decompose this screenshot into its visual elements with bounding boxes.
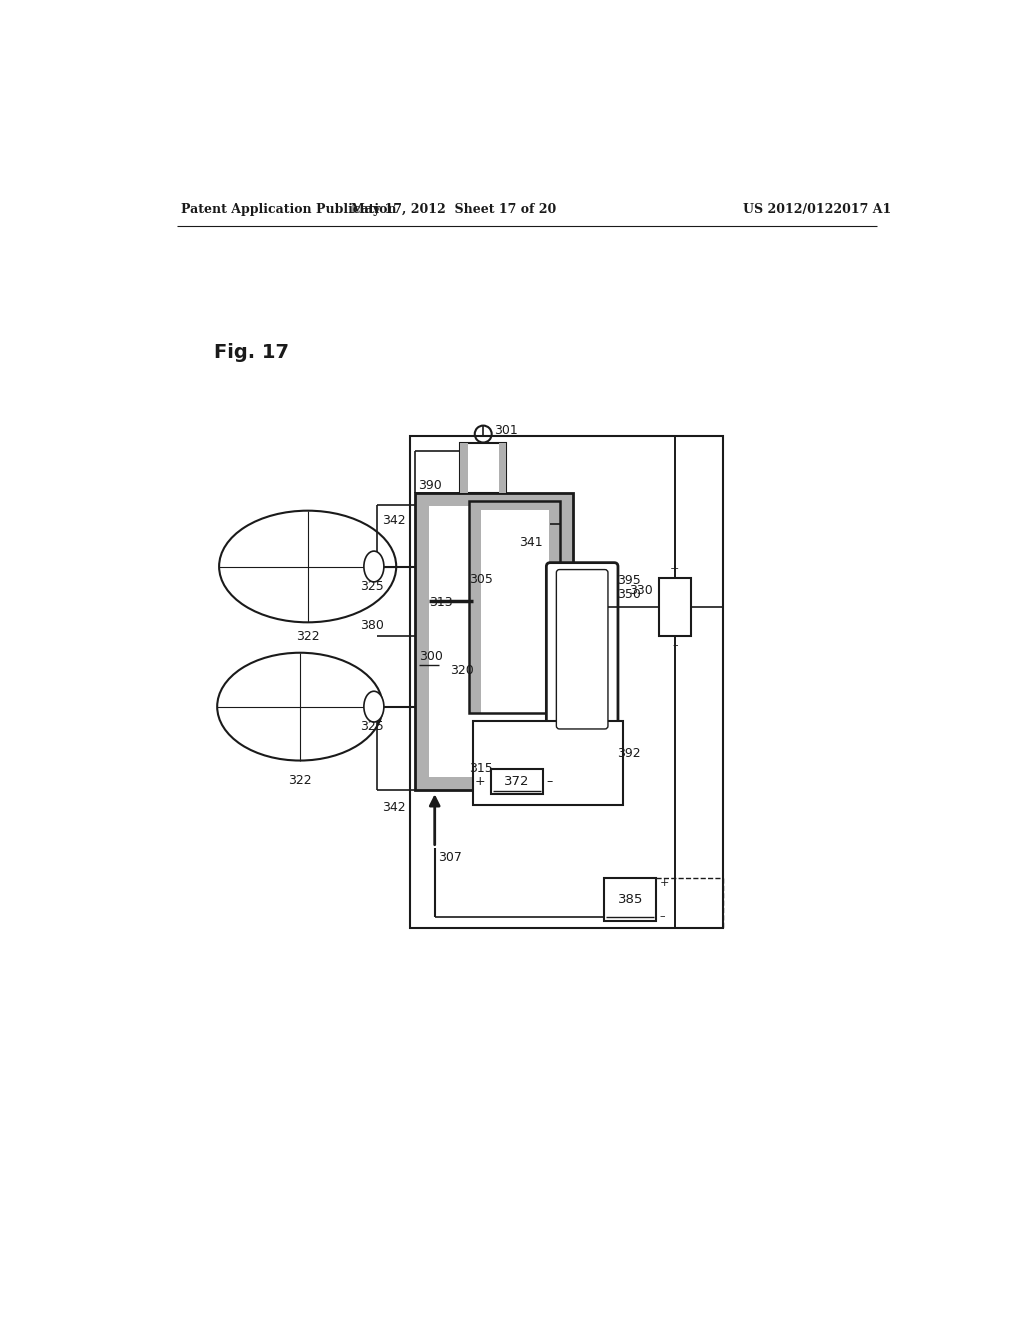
Ellipse shape	[364, 552, 384, 582]
Text: –: –	[659, 912, 666, 921]
Text: 315: 315	[469, 762, 494, 775]
Text: 342: 342	[382, 515, 406, 527]
Bar	[416, 494, 573, 789]
Ellipse shape	[219, 511, 396, 622]
Text: 395: 395	[617, 574, 641, 587]
Bar	[658, 578, 691, 636]
Text: US 2012/0122017 A1: US 2012/0122017 A1	[742, 203, 891, 216]
Text: +: +	[659, 878, 669, 887]
Bar	[460, 444, 468, 494]
Text: 372: 372	[505, 775, 529, 788]
Text: 300: 300	[419, 649, 443, 663]
Bar	[416, 494, 573, 506]
Bar	[469, 502, 481, 713]
Ellipse shape	[364, 692, 384, 722]
Text: 305: 305	[469, 573, 494, 586]
Text: 325: 325	[360, 721, 384, 734]
Text: 322: 322	[288, 775, 311, 788]
Text: 322: 322	[296, 630, 319, 643]
Text: 390: 390	[418, 479, 441, 492]
Text: 301: 301	[494, 424, 518, 437]
Bar	[416, 777, 573, 789]
Bar	[469, 502, 560, 713]
Text: –: –	[672, 640, 678, 649]
Bar	[499, 444, 506, 494]
Bar	[559, 494, 573, 789]
Text: 385: 385	[617, 894, 643, 906]
Text: 380: 380	[360, 619, 384, 632]
Text: 341: 341	[519, 536, 543, 549]
Text: May 17, 2012  Sheet 17 of 20: May 17, 2012 Sheet 17 of 20	[351, 203, 557, 216]
Text: 392: 392	[617, 747, 641, 760]
Text: 342: 342	[382, 800, 406, 813]
Text: 313: 313	[429, 595, 453, 609]
Bar	[473, 721, 624, 805]
Text: Patent Application Publication: Patent Application Publication	[180, 203, 396, 216]
Bar	[460, 444, 506, 494]
Text: 330: 330	[630, 585, 653, 597]
Text: 307: 307	[438, 851, 463, 865]
FancyBboxPatch shape	[547, 562, 617, 737]
Text: +: +	[671, 564, 680, 574]
Bar	[469, 502, 560, 511]
Text: 325: 325	[360, 581, 384, 594]
Bar	[410, 436, 724, 928]
Bar	[416, 494, 429, 789]
Bar	[490, 770, 544, 795]
Text: Fig. 17: Fig. 17	[214, 343, 289, 362]
Bar	[549, 502, 560, 713]
Ellipse shape	[217, 653, 383, 760]
Bar	[604, 878, 656, 921]
Text: 350: 350	[617, 589, 641, 601]
Text: –: –	[547, 775, 553, 788]
Text: 320: 320	[451, 664, 474, 677]
Text: +: +	[475, 775, 485, 788]
FancyBboxPatch shape	[556, 570, 608, 729]
